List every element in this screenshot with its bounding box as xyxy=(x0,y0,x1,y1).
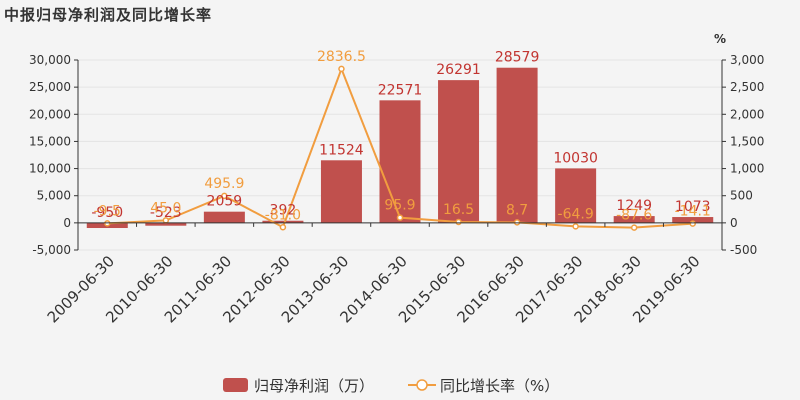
left-tick-label: 20,000 xyxy=(29,107,71,121)
line-value-label: -81.0 xyxy=(265,207,301,223)
bar xyxy=(379,100,421,223)
chart-title: 中报归母净利润及同比增长率 xyxy=(4,6,213,24)
bar-value-label: 1249 xyxy=(616,198,652,214)
line-point xyxy=(396,214,404,221)
bar xyxy=(203,211,245,223)
line-point xyxy=(455,218,462,226)
bar-value-label: 1073 xyxy=(675,199,711,215)
bar xyxy=(320,160,362,223)
bar xyxy=(145,222,187,226)
bar-value-label: -523 xyxy=(150,205,182,221)
line-value-label: 8.7 xyxy=(506,202,528,218)
legend-bar-swatch xyxy=(223,378,248,392)
bar-value-label: 28579 xyxy=(495,50,540,66)
right-tick-label: -500 xyxy=(730,243,757,257)
line-point xyxy=(572,223,579,230)
right-tick-label: 3,000 xyxy=(730,53,764,67)
bar-series xyxy=(86,67,714,229)
left-tick-label: 5,000 xyxy=(37,189,71,203)
bar-value-label: 22571 xyxy=(378,82,423,98)
bar-value-label: -950 xyxy=(91,205,123,221)
line-value-label: -9.5 xyxy=(94,203,121,219)
line-point xyxy=(689,220,696,227)
left-tick-label: 15,000 xyxy=(29,134,71,148)
legend-line-label: 同比增长率（%） xyxy=(440,377,559,395)
bar-value-label: 10030 xyxy=(553,150,598,166)
line-value-label: 45.0 xyxy=(150,200,181,216)
bar xyxy=(262,220,304,223)
line-point xyxy=(279,224,287,231)
right-tick-label: 0 xyxy=(730,216,738,230)
line-value-label: -64.9 xyxy=(558,206,594,222)
line-value-label: 95.9 xyxy=(384,198,415,214)
left-tick-label: 30,000 xyxy=(29,53,71,67)
bar xyxy=(496,67,538,223)
left-tick-label: 25,000 xyxy=(29,80,71,94)
line-value-label: 16.5 xyxy=(443,202,474,218)
bar xyxy=(672,217,714,223)
bar-value-label: 2059 xyxy=(207,194,243,210)
line-value-label: -87.6 xyxy=(616,208,652,224)
bar-value-label: 11524 xyxy=(319,142,364,158)
right-tick-label: 500 xyxy=(730,189,753,203)
line-value-label: -14.1 xyxy=(675,204,711,220)
bar-value-label: 392 xyxy=(270,203,297,219)
left-tick-label: -5,000 xyxy=(32,243,71,257)
line-value-label: 495.9 xyxy=(204,176,244,192)
right-tick-label: 2,500 xyxy=(730,80,764,94)
bar xyxy=(555,168,597,223)
left-tick-label: 0 xyxy=(63,216,71,230)
line-value-label: 2836.5 xyxy=(317,49,366,65)
line-point xyxy=(221,192,228,200)
left-tick-label: 10,000 xyxy=(29,162,71,176)
legend-line-marker xyxy=(416,379,428,391)
right-axis-unit: % xyxy=(714,32,726,46)
line-point xyxy=(104,220,111,227)
bar xyxy=(438,80,480,223)
legend-bar-label: 归母净利润（万） xyxy=(254,377,374,395)
legend: 归母净利润（万） 同比增长率（%） xyxy=(223,377,559,395)
right-tick-label: 1,000 xyxy=(730,162,764,176)
bar xyxy=(613,216,655,223)
data-labels: -950 -523 2059 392 11524 22571 26291 28579 10030… xyxy=(91,49,710,224)
right-tick-label: 2,000 xyxy=(730,107,764,121)
bar-value-label: 26291 xyxy=(436,62,481,78)
line-point xyxy=(630,224,638,231)
right-tick-label: 1,500 xyxy=(730,134,764,148)
line-point xyxy=(338,65,345,73)
